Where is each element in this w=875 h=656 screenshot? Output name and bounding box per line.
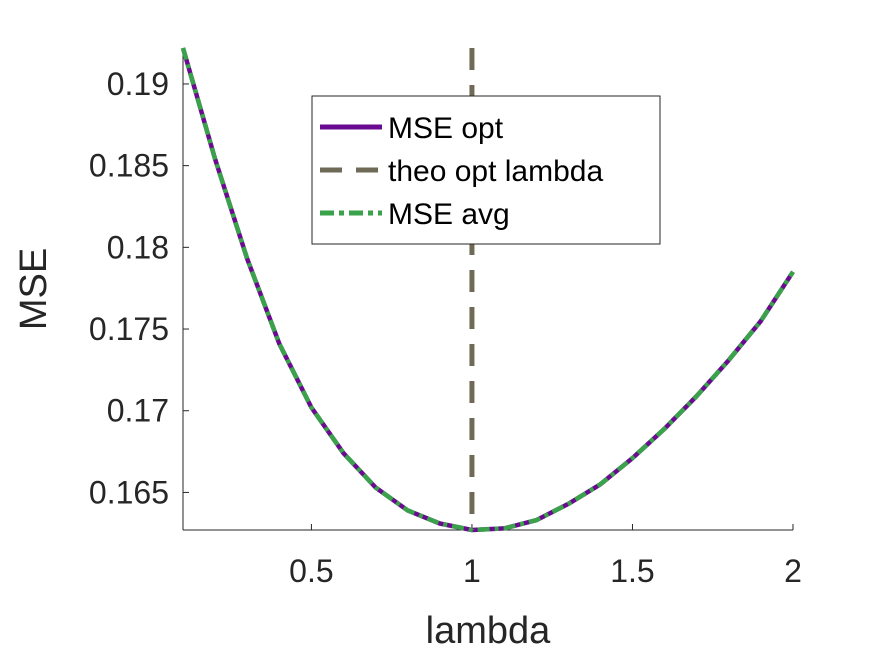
x-tick-label: 2 xyxy=(784,553,802,589)
y-tick-label: 0.175 xyxy=(89,311,169,347)
y-tick-label: 0.19 xyxy=(107,66,169,102)
y-axis-label: MSE xyxy=(13,248,55,330)
series-line-mse-avg xyxy=(180,47,795,533)
legend-label-theo-opt-lambda: theo opt lambda xyxy=(388,155,603,188)
axes: 0.5 1 1.5 2 0.165 0.17 0.175 0.18 0.185 0.19 xyxy=(89,48,802,589)
y-tick-label: 0.165 xyxy=(89,474,169,510)
x-tick-label: 0.5 xyxy=(289,553,333,589)
legend-label-mse-avg: MSE avg xyxy=(388,198,510,231)
y-tick-label: 0.17 xyxy=(107,393,169,429)
legend-label-mse-opt: MSE opt xyxy=(388,112,504,145)
x-tick-label: 1 xyxy=(463,553,481,589)
x-tick-label: 1.5 xyxy=(610,553,654,589)
y-tick-label: 0.18 xyxy=(107,229,169,265)
y-tick-label: 0.185 xyxy=(89,148,169,184)
x-axis-label: lambda xyxy=(426,610,551,652)
legend: MSE opt theo opt lambda MSE avg xyxy=(311,95,661,245)
